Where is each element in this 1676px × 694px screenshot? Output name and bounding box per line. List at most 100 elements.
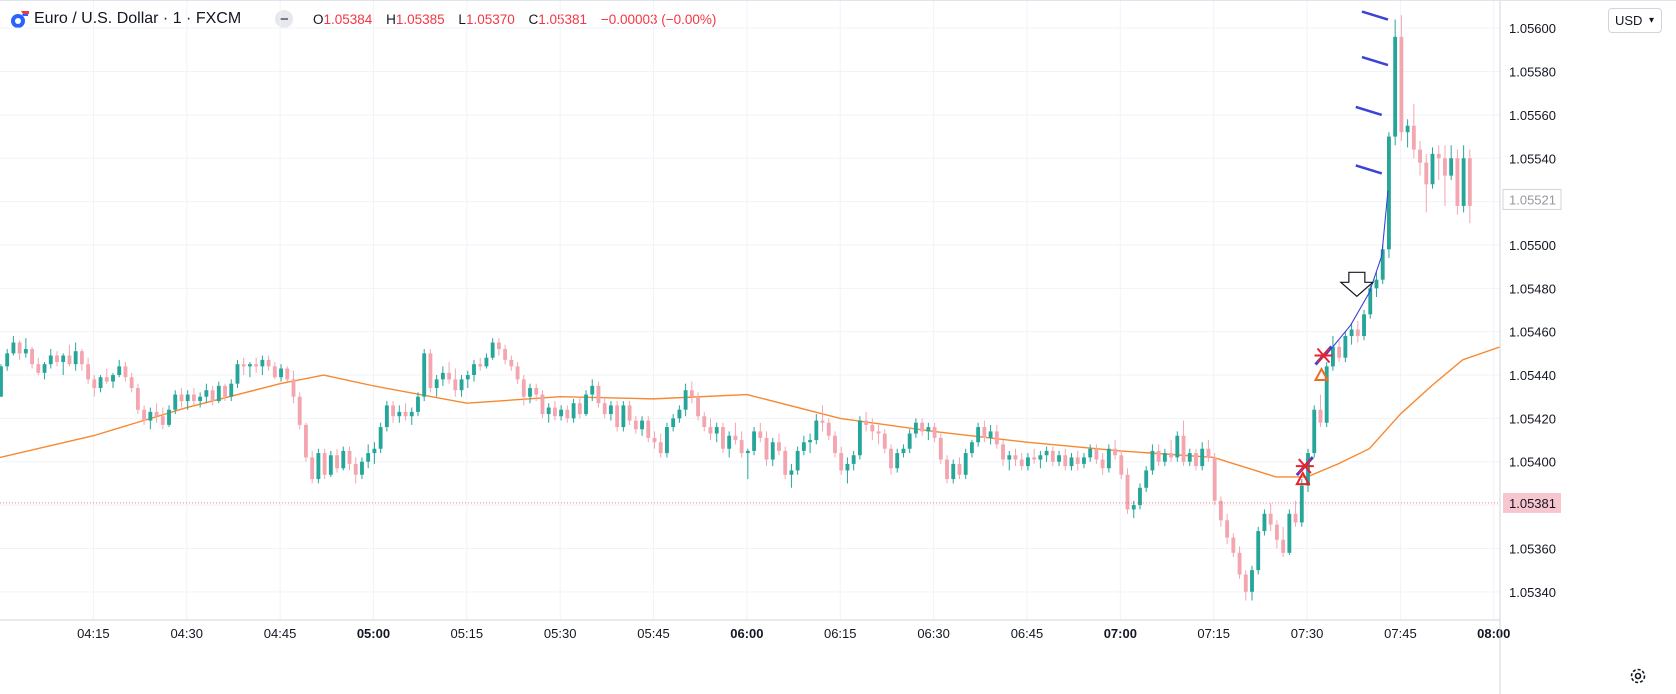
- candle: [440, 366, 445, 386]
- candle-body: [957, 463, 962, 475]
- candle: [129, 372, 134, 393]
- x-tick-label: 06:45: [1011, 626, 1044, 641]
- candle-body: [521, 379, 526, 397]
- candle-body: [546, 407, 551, 415]
- candle: [353, 457, 358, 484]
- candle-body: [1113, 448, 1118, 456]
- currency-selector[interactable]: USD ▾: [1608, 8, 1662, 33]
- candle-body: [727, 435, 732, 449]
- candle: [117, 359, 122, 378]
- candle-body: [1175, 435, 1180, 458]
- candle-body: [615, 405, 620, 428]
- candle: [615, 401, 620, 432]
- candle-body: [353, 463, 358, 475]
- candle-body: [926, 427, 931, 432]
- candle-body: [714, 427, 719, 434]
- candle-body: [795, 450, 800, 471]
- candle-body: [98, 377, 103, 389]
- candle-body: [1293, 513, 1298, 523]
- candle: [1467, 149, 1472, 224]
- candle-body: [372, 448, 377, 454]
- candle-body: [1349, 329, 1354, 337]
- candle-body: [73, 351, 78, 365]
- candle: [820, 405, 825, 432]
- candle: [1268, 502, 1273, 532]
- star-arm: [1298, 458, 1312, 474]
- candle-body: [173, 394, 178, 410]
- y-tick-label: 1.05480: [1509, 281, 1556, 296]
- candle: [1343, 331, 1348, 363]
- candle-body: [503, 349, 508, 360]
- candle-body: [1231, 537, 1236, 553]
- candle: [1026, 453, 1030, 471]
- ohlc-high-value: 1.05385: [395, 12, 445, 27]
- candle: [752, 427, 757, 456]
- drawings: [1295, 10, 1389, 486]
- candle: [1194, 448, 1198, 471]
- candle: [509, 355, 514, 371]
- candle: [683, 383, 688, 417]
- candle: [1225, 513, 1230, 545]
- candle: [976, 422, 981, 447]
- candle-body: [1411, 125, 1416, 150]
- candle-body: [814, 420, 819, 441]
- candle-body: [895, 453, 900, 469]
- candle-body: [1044, 450, 1049, 456]
- candle: [702, 411, 707, 432]
- signal-triangle-marker: [1313, 366, 1330, 382]
- candle-body: [104, 377, 109, 382]
- signal-triangle-marker: [1295, 471, 1311, 486]
- candle: [913, 418, 918, 438]
- candle-body: [938, 437, 943, 460]
- candle-body: [988, 431, 993, 438]
- candle: [316, 448, 321, 484]
- candle-body: [179, 394, 184, 402]
- currency-label: USD: [1615, 13, 1643, 28]
- x-tick-label: 04:30: [170, 626, 203, 641]
- current-price-label: 1.05381: [1509, 496, 1556, 511]
- candle: [360, 457, 364, 480]
- candle: [285, 366, 290, 382]
- candle: [982, 420, 987, 443]
- candle: [857, 416, 862, 460]
- candle-body: [1119, 455, 1124, 475]
- collapse-legend-button[interactable]: [275, 10, 293, 28]
- candle-body: [1131, 505, 1136, 510]
- candle-body: [1026, 457, 1030, 467]
- candle-body: [963, 453, 968, 475]
- candle-body: [969, 442, 974, 454]
- candle: [17, 340, 22, 360]
- candle-body: [982, 427, 987, 438]
- candle: [1218, 496, 1223, 527]
- signal-star-marker: [1314, 345, 1333, 366]
- candle: [957, 457, 962, 480]
- x-tick-label: 07:45: [1384, 626, 1417, 641]
- candle-body: [1268, 513, 1273, 525]
- candle: [801, 435, 806, 456]
- candle-body: [509, 359, 514, 367]
- candle: [1299, 479, 1304, 527]
- candle: [223, 383, 227, 402]
- candle: [92, 375, 97, 397]
- candle: [1100, 453, 1105, 475]
- candle-body: [1318, 409, 1323, 423]
- candle-body: [1399, 36, 1404, 133]
- candle: [179, 388, 184, 408]
- candle-body: [1467, 158, 1472, 206]
- candle: [920, 418, 925, 436]
- candle-body: [976, 427, 981, 443]
- candle-body: [633, 420, 638, 430]
- gear-icon[interactable]: [1627, 665, 1649, 687]
- candle-body: [864, 420, 869, 425]
- candle-body: [764, 437, 769, 460]
- candle-body: [167, 409, 171, 425]
- symbol-title[interactable]: Euro / U.S. Dollar · 1 · FXCM: [34, 10, 242, 27]
- candle-body: [341, 450, 346, 469]
- candle-body: [135, 388, 140, 410]
- candle-body: [185, 394, 190, 402]
- candle: [167, 405, 171, 428]
- candle-body: [142, 409, 147, 421]
- candle: [1069, 453, 1074, 471]
- candle: [777, 433, 781, 456]
